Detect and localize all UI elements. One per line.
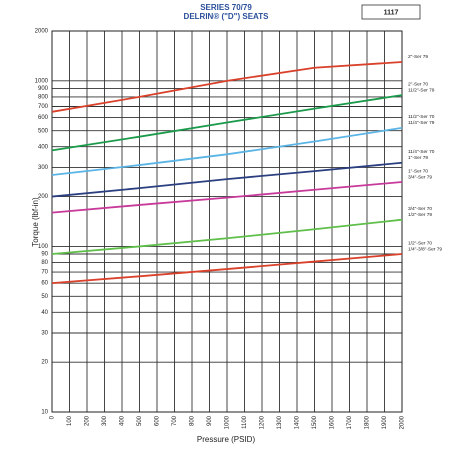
- legend-label: 1/2"-Ser 70: [408, 240, 432, 246]
- x-tick-label: 1000: [225, 415, 231, 429]
- series-line: [51, 61, 403, 113]
- x-tick-label: 1900: [382, 415, 388, 429]
- series-line: [51, 161, 403, 198]
- legend-label: 3/4"-Ser 70: [408, 206, 432, 212]
- legend-label: 11/4"-Ser 70: [408, 149, 435, 155]
- y-tick-label: 300: [38, 165, 49, 171]
- y-tick-label: 70: [41, 270, 48, 276]
- x-tick-label: 400: [120, 415, 126, 426]
- y-axis-label: Torque (lbf-in): [31, 197, 40, 247]
- legend-label: 11/2"-Ser 79: [408, 87, 435, 93]
- y-tick-label: 1000: [35, 78, 49, 84]
- legend-label: 2"-Ser 70: [408, 81, 428, 87]
- x-tick-label: 1600: [330, 415, 336, 429]
- x-tick-label: 700: [172, 415, 178, 426]
- chart-subtitle: DELRIN® ("D") SEATS: [184, 12, 270, 21]
- y-tick-label: 40: [41, 310, 48, 316]
- y-tick-label: 200: [38, 194, 49, 200]
- legend-label: 1/4"-3/8"-Ser 79: [408, 246, 442, 252]
- y-tick-label: 400: [38, 144, 49, 150]
- legend-label: 1"-Ser 70: [408, 168, 428, 174]
- x-tick-label: 0: [50, 415, 56, 419]
- y-tick-label: 20: [41, 360, 48, 366]
- legend-label: 11/2"-Ser 70: [408, 114, 435, 120]
- x-tick-label: 300: [102, 415, 108, 426]
- x-tick-label: 1500: [312, 415, 318, 429]
- y-tick-label: 600: [38, 115, 49, 121]
- x-axis-label: Pressure (PSID): [197, 435, 256, 444]
- y-tick-label: 500: [38, 128, 49, 134]
- x-tick-label: 1700: [347, 415, 353, 429]
- x-tick-label: 1300: [277, 415, 283, 429]
- y-tick-label: 90: [41, 252, 48, 258]
- plot-frame: [51, 30, 403, 413]
- badge-box: [361, 4, 421, 20]
- x-tick-label: 2000: [400, 415, 406, 429]
- x-tick-label: 1100: [242, 415, 248, 429]
- legend-label: 1/2"-Ser 79: [408, 212, 432, 218]
- legend-label: 11/4"-Ser 79: [408, 120, 435, 126]
- y-tick-label: 60: [41, 281, 48, 287]
- chart-title: SERIES 70/79: [200, 3, 252, 12]
- y-tick-label: 900: [38, 86, 49, 92]
- x-tick-label: 1200: [260, 415, 266, 429]
- x-tick-label: 500: [137, 415, 143, 426]
- series-line: [51, 181, 403, 214]
- legend-label: 2"-Ser 79: [408, 54, 428, 60]
- x-tick-label: 1800: [365, 415, 371, 429]
- x-tick-label: 100: [67, 415, 73, 426]
- x-tick-label: 200: [85, 415, 91, 426]
- badge: 1117: [384, 9, 399, 16]
- x-tick-label: 1400: [295, 415, 301, 429]
- x-tick-label: 600: [155, 415, 161, 426]
- series-line: [51, 253, 403, 285]
- y-tick-label: 30: [41, 331, 48, 337]
- x-tick-label: 800: [190, 415, 196, 426]
- y-tick-label: 700: [38, 104, 49, 110]
- y-tick-label: 100: [38, 244, 49, 250]
- y-tick-label: 800: [38, 94, 49, 100]
- y-tick-label: 50: [41, 294, 48, 300]
- series-line: [51, 126, 403, 176]
- y-tick-label: 80: [41, 260, 48, 266]
- series-line: [51, 94, 403, 152]
- legend-label: 3/4"-Ser 79: [408, 174, 432, 180]
- y-tick-label: 10: [41, 410, 48, 416]
- x-tick-label: 900: [207, 415, 213, 426]
- series-line: [51, 218, 403, 255]
- y-tick-label: 2000: [35, 29, 49, 35]
- legend-label: 1"-Ser 79: [408, 155, 428, 161]
